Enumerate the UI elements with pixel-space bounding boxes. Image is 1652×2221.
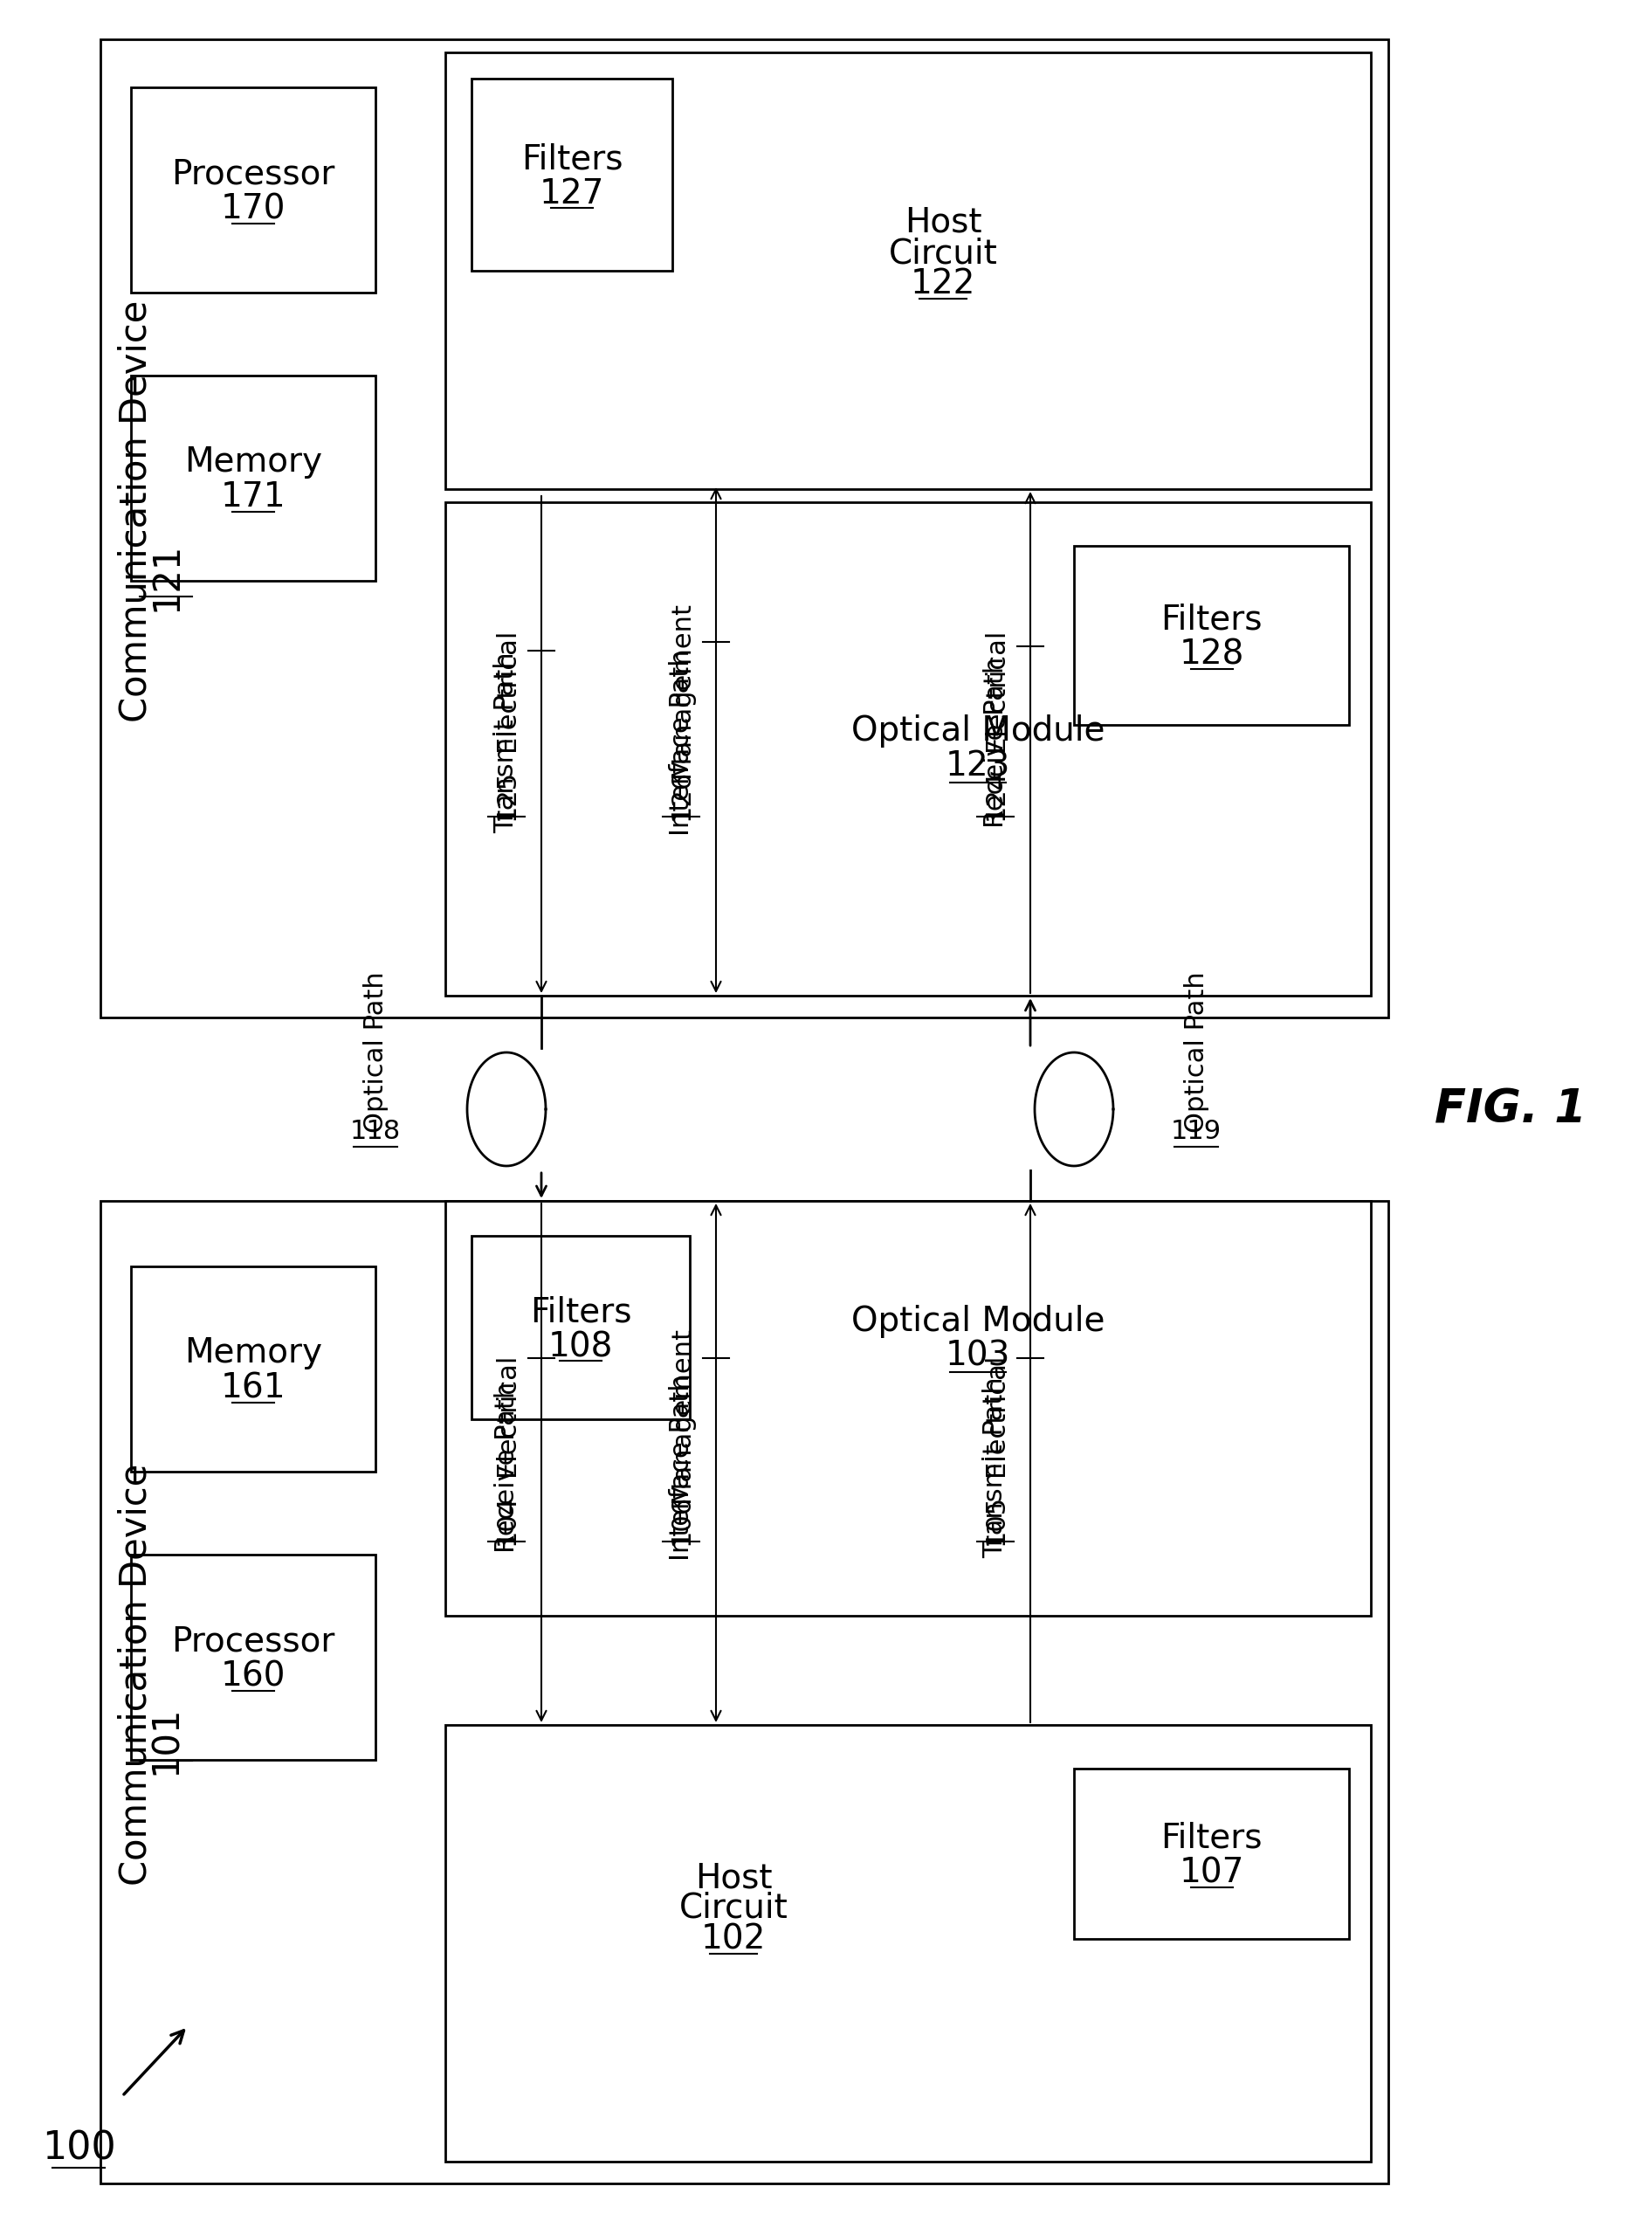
Bar [131, 1266, 375, 1473]
Text: Transmit Path: Transmit Path [983, 1377, 1008, 1557]
Text: 171: 171 [221, 480, 286, 513]
Text: Optical Module: Optical Module [851, 1304, 1105, 1337]
Bar [101, 40, 1388, 1017]
Text: 101: 101 [147, 1706, 185, 1775]
Text: 123: 123 [945, 751, 1011, 784]
Text: Transmit Path: Transmit Path [494, 651, 519, 833]
Text: Interface Path: Interface Path [669, 1375, 694, 1561]
Text: Filters: Filters [520, 142, 623, 175]
Bar [131, 375, 375, 582]
Text: 124: 124 [983, 768, 1008, 820]
Text: Receive Path: Receive Path [983, 657, 1008, 828]
Text: Electrical: Electrical [494, 629, 519, 751]
Bar [131, 87, 375, 293]
Text: 127: 127 [540, 178, 605, 211]
Text: Management: Management [669, 602, 694, 777]
Text: Filters: Filters [530, 1295, 631, 1328]
Text: Processor: Processor [172, 1626, 335, 1659]
Bar [471, 78, 672, 271]
Text: Host: Host [695, 1861, 771, 1895]
Text: 118: 118 [350, 1119, 401, 1144]
Text: Filters: Filters [1161, 604, 1262, 635]
Text: 107: 107 [1180, 1857, 1244, 1890]
Text: Memory: Memory [185, 446, 322, 480]
Text: 105: 105 [983, 1495, 1008, 1546]
Bar [446, 1202, 1371, 1615]
Text: 122: 122 [910, 267, 975, 300]
Text: Interface Path: Interface Path [669, 649, 694, 835]
Text: Communication Device: Communication Device [117, 1464, 154, 1886]
Bar [1074, 1768, 1350, 1939]
Text: 121: 121 [147, 542, 185, 611]
Text: 161: 161 [221, 1373, 286, 1406]
Text: Management: Management [669, 1328, 694, 1504]
Bar [446, 53, 1371, 489]
Text: 102: 102 [700, 1923, 767, 1954]
Text: Electrical: Electrical [983, 1353, 1008, 1477]
Text: 126: 126 [669, 768, 694, 820]
Text: 170: 170 [221, 193, 286, 227]
Text: Host: Host [904, 207, 981, 240]
Text: Circuit: Circuit [679, 1892, 788, 1926]
Bar [446, 1726, 1371, 2161]
Text: Receive Path: Receive Path [494, 1381, 519, 1552]
Bar [446, 502, 1371, 995]
Text: Processor: Processor [172, 158, 335, 191]
Text: Optical Path: Optical Path [1183, 973, 1209, 1133]
Bar [471, 1235, 691, 1419]
Text: 119: 119 [1171, 1119, 1221, 1144]
Bar [131, 1555, 375, 1759]
Text: Filters: Filters [1161, 1821, 1262, 1855]
Text: Electrical: Electrical [494, 1353, 519, 1477]
Text: 106: 106 [669, 1495, 694, 1546]
Text: 104: 104 [494, 1495, 519, 1546]
Text: 125: 125 [494, 768, 519, 820]
Text: 160: 160 [221, 1659, 286, 1692]
Text: 108: 108 [548, 1330, 613, 1364]
Text: 103: 103 [945, 1339, 1011, 1373]
Bar [101, 1202, 1388, 2183]
Text: Electrical: Electrical [983, 629, 1008, 751]
Text: Memory: Memory [185, 1337, 322, 1370]
Text: Circuit: Circuit [889, 238, 998, 271]
Text: FIG. 1: FIG. 1 [1434, 1086, 1586, 1133]
Bar [1074, 546, 1350, 724]
Text: Optical Module: Optical Module [851, 715, 1105, 748]
Text: 128: 128 [1180, 637, 1244, 671]
Text: Optical Path: Optical Path [363, 973, 388, 1133]
Text: Communication Device: Communication Device [117, 300, 154, 722]
Text: 100: 100 [41, 2130, 116, 2168]
